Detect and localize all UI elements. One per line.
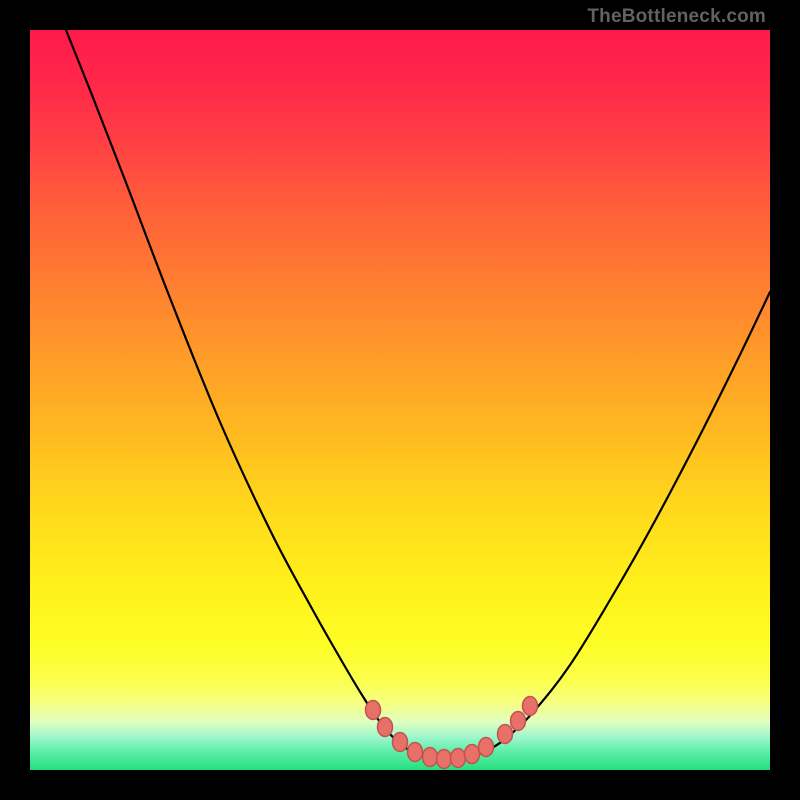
data-marker	[479, 738, 494, 757]
data-marker	[408, 743, 423, 762]
data-marker	[423, 748, 438, 767]
gradient-background	[30, 30, 770, 770]
data-marker	[437, 750, 452, 769]
data-marker	[393, 733, 408, 752]
plot-area	[30, 30, 770, 770]
data-marker	[451, 749, 466, 768]
attribution-label: TheBottleneck.com	[587, 6, 766, 28]
data-marker	[498, 725, 513, 744]
data-marker	[511, 712, 526, 731]
chart-frame: TheBottleneck.com	[0, 0, 800, 800]
data-marker	[378, 718, 393, 737]
data-marker	[465, 745, 480, 764]
data-marker	[366, 701, 381, 720]
data-marker	[523, 697, 538, 716]
chart-svg	[30, 30, 770, 770]
